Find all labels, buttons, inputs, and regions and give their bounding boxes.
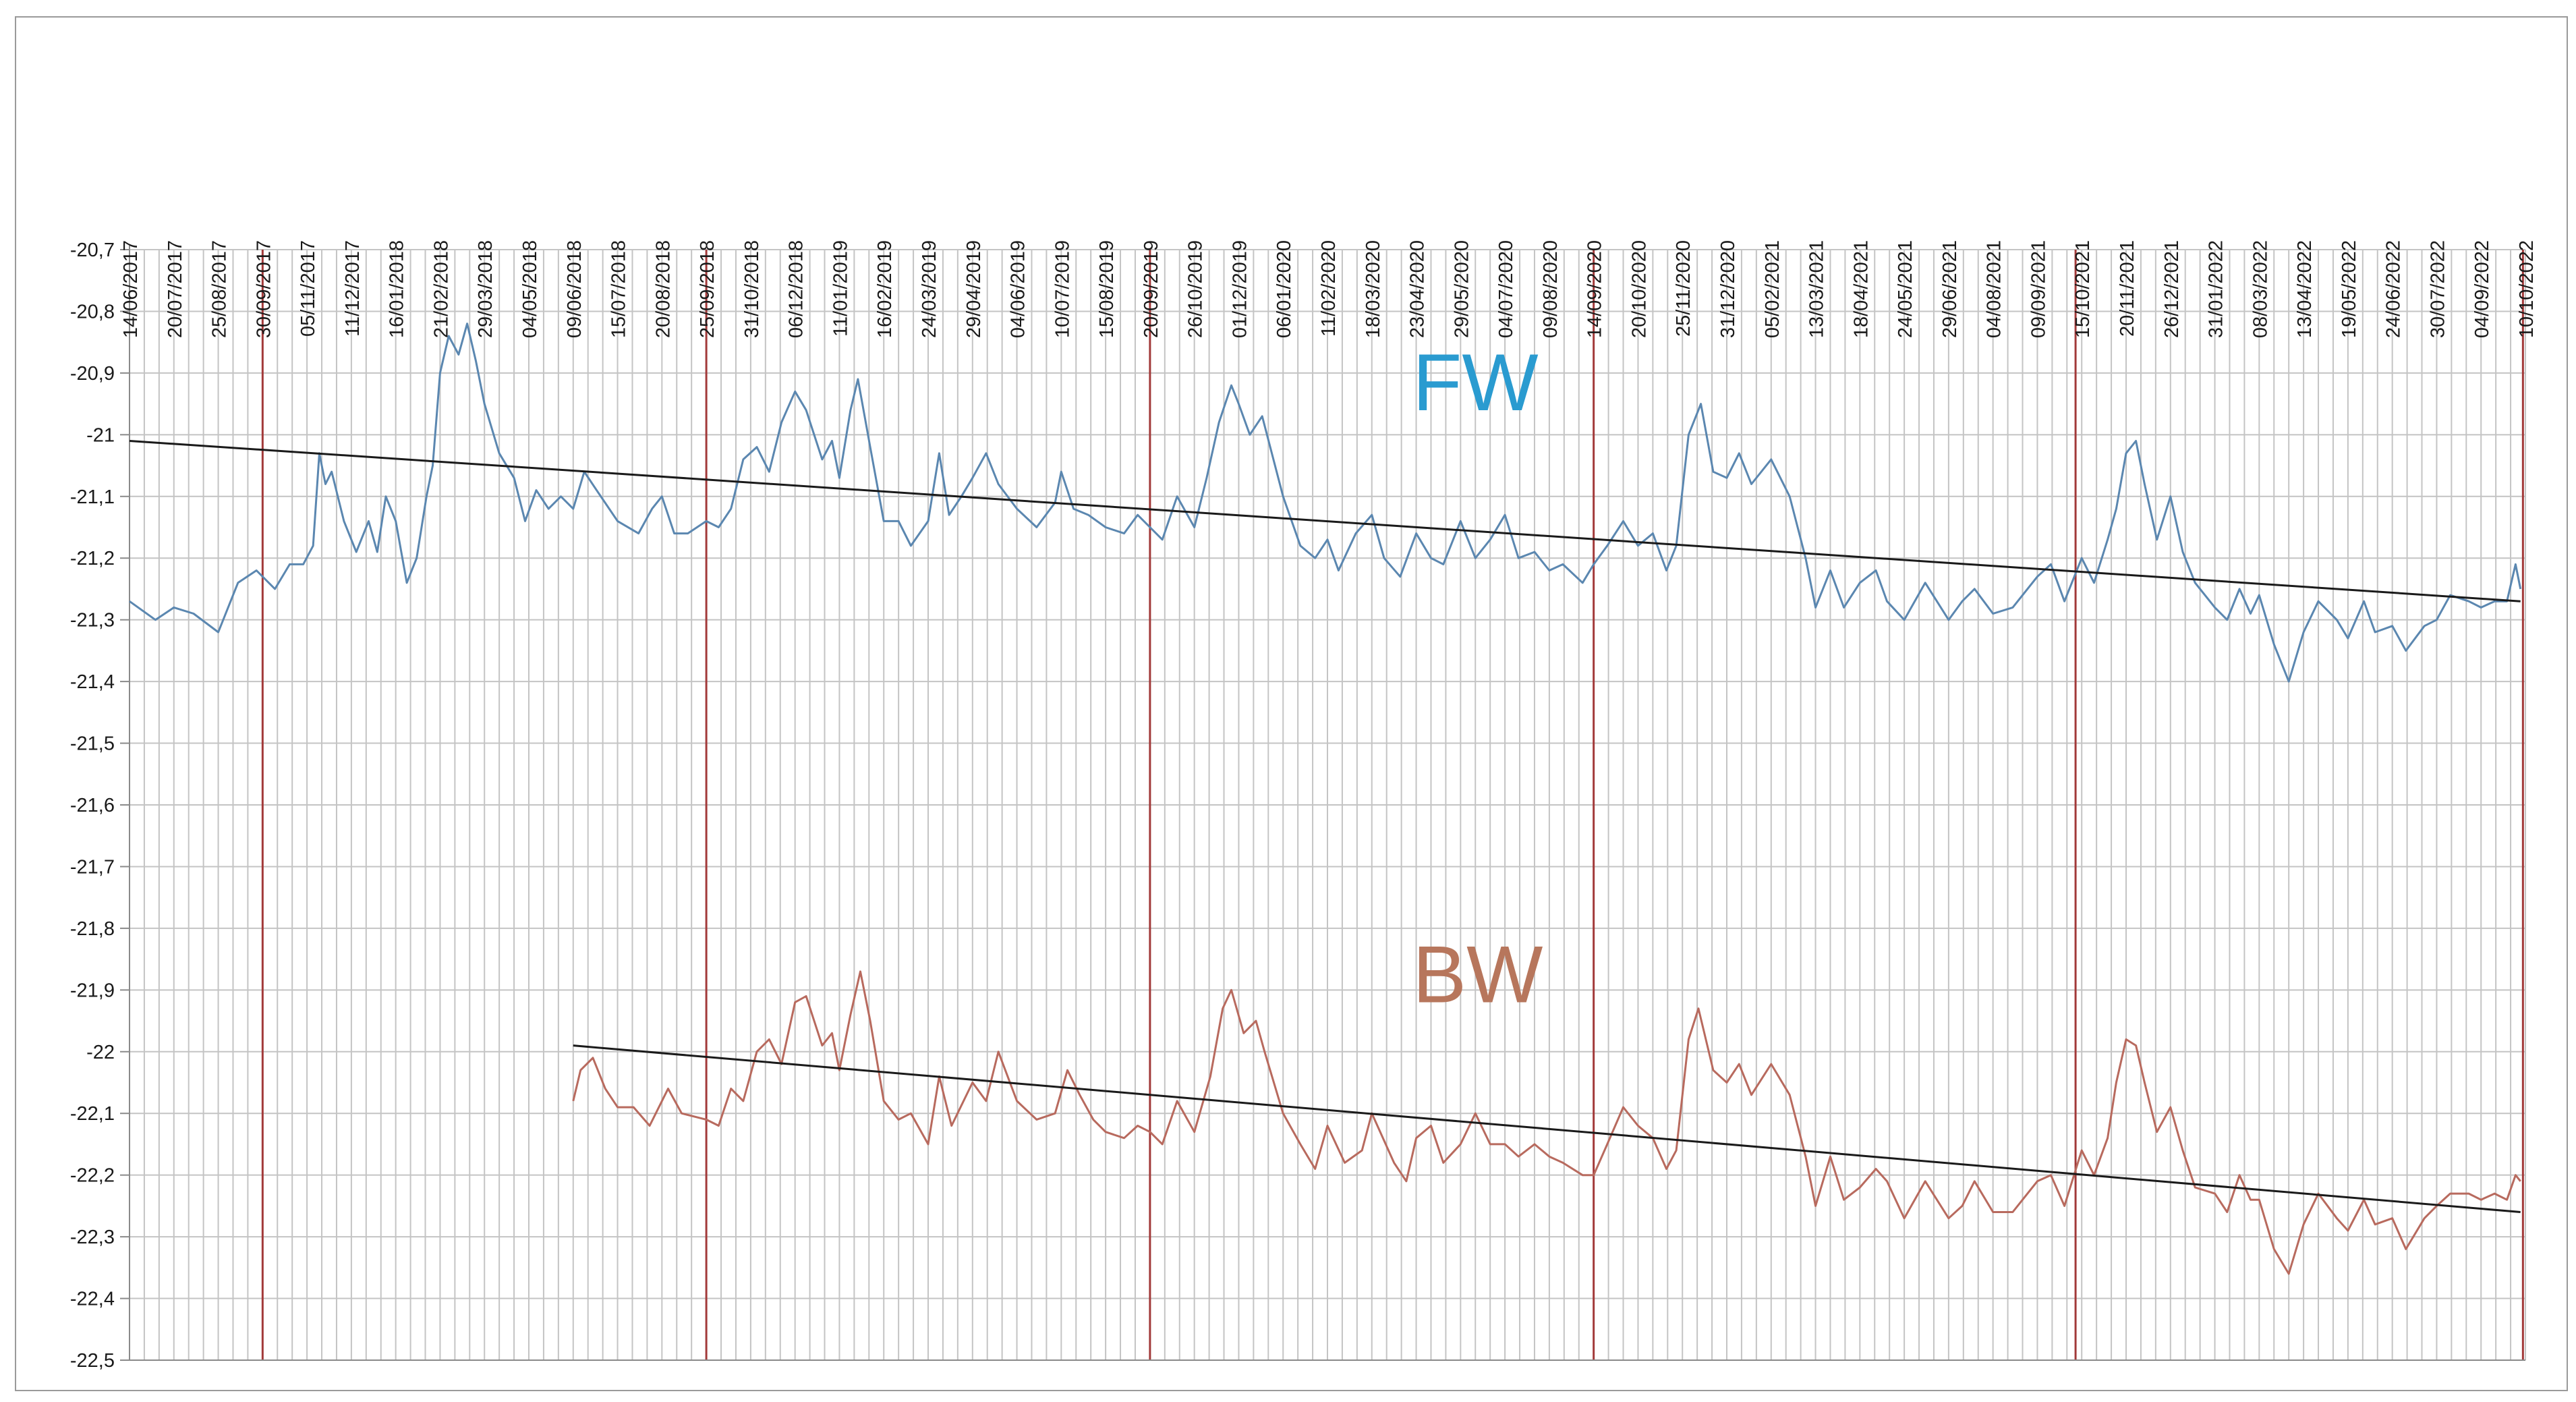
x-tick-label: 30/09/2017 — [253, 240, 275, 338]
x-tick-label: 30/07/2022 — [2427, 240, 2449, 338]
y-tick-label: -22 — [86, 1042, 115, 1063]
line-chart: 14/06/2017 20/07/2017 25/08/2017 30/09/2017… — [70, 240, 2538, 1372]
x-tick-label: 15/07/2018 — [608, 240, 630, 338]
x-tick-label: 21/02/2018 — [430, 240, 452, 338]
x-tick-label: 26/10/2019 — [1185, 240, 1207, 338]
x-tick-label: 13/04/2022 — [2294, 240, 2316, 338]
series-line-fw — [129, 323, 2522, 683]
trend-lines — [129, 439, 2521, 1214]
x-tick-label: 19/05/2022 — [2339, 240, 2360, 338]
y-tick-labels: -20,7 -20,8 -20,9 -21 -21,1 -21,2 -21,3 -21,4 -2… — [70, 240, 115, 1372]
y-tick-label: -22,4 — [70, 1289, 115, 1310]
y-tick-label: -22,2 — [70, 1165, 115, 1187]
x-tick-label: 11/01/2019 — [830, 240, 851, 337]
x-tick-label: 14/09/2020 — [1584, 240, 1606, 338]
x-tick-label: 04/09/2022 — [2471, 240, 2493, 338]
y-tick-label: -20,7 — [70, 240, 115, 261]
horizontal-gridlines — [120, 249, 2525, 1361]
x-tick-label: 05/11/2017 — [297, 240, 319, 337]
x-tick-label: 09/08/2020 — [1540, 240, 1562, 338]
x-tick-label: 05/02/2021 — [1762, 240, 1783, 338]
x-tick-label: 11/02/2020 — [1318, 240, 1340, 337]
x-tick-label: 09/06/2018 — [564, 240, 585, 338]
x-tick-label: 26/12/2021 — [2161, 240, 2183, 338]
y-tick-label: -21,6 — [70, 795, 115, 816]
x-tick-label: 10/07/2019 — [1052, 240, 1073, 338]
y-tick-label: -22,3 — [70, 1227, 115, 1248]
x-tick-label: 24/03/2019 — [919, 240, 940, 338]
y-tick-label: -21,4 — [70, 671, 115, 693]
x-tick-label: 31/01/2022 — [2206, 240, 2227, 338]
x-tick-label: 29/03/2018 — [475, 240, 496, 338]
x-tick-label: 04/08/2021 — [1984, 240, 2005, 338]
series-line-bw — [572, 970, 2521, 1275]
y-tick-label: -20,9 — [70, 363, 115, 385]
x-tick-label: 18/03/2020 — [1363, 240, 1384, 338]
x-tick-label: 20/09/2019 — [1141, 240, 1162, 338]
x-tick-label: 06/01/2020 — [1273, 240, 1295, 338]
x-tick-label: 15/08/2019 — [1096, 240, 1118, 338]
y-tick-label: -21,3 — [70, 610, 115, 632]
x-tick-label: 18/04/2021 — [1850, 240, 1872, 338]
series-label-fw: FW — [1412, 337, 1539, 428]
x-tick-label: 04/05/2018 — [519, 240, 541, 338]
x-tick-label: 15/10/2021 — [2072, 240, 2094, 338]
x-tick-label: 10/10/2022 — [2516, 240, 2538, 338]
x-tick-label: 25/11/2020 — [1673, 240, 1694, 337]
x-tick-label: 04/06/2019 — [1008, 240, 1029, 338]
y-tick-label: -21,5 — [70, 733, 115, 755]
trend-line-bw — [573, 1044, 2521, 1214]
x-tick-label: 29/06/2021 — [1939, 240, 1961, 338]
x-tick-label: 06/12/2018 — [786, 240, 807, 338]
x-tick-label: 16/02/2019 — [874, 240, 896, 338]
x-tick-label: 13/03/2021 — [1806, 240, 1828, 338]
y-tick-label: -22,5 — [70, 1350, 115, 1372]
x-tick-label: 25/09/2018 — [697, 240, 718, 338]
chart-frame: 14/06/2017 20/07/2017 25/08/2017 30/09/2017… — [15, 16, 2568, 1391]
x-tick-label: 20/07/2017 — [165, 240, 186, 338]
x-tick-label: 24/05/2021 — [1895, 240, 1916, 338]
x-tick-label: 29/04/2019 — [963, 240, 985, 338]
x-tick-label: 25/08/2017 — [209, 240, 231, 338]
y-tick-label: -21,9 — [70, 980, 115, 1001]
x-tick-label: 01/12/2019 — [1229, 240, 1251, 338]
x-tick-label: 29/05/2020 — [1451, 240, 1472, 338]
series-label-bw: BW — [1412, 930, 1543, 1020]
x-tick-label: 20/11/2021 — [2117, 240, 2138, 337]
series-lines — [129, 323, 2522, 1275]
x-tick-label: 04/07/2020 — [1495, 240, 1517, 338]
axes — [129, 246, 2525, 1361]
y-tick-label: -20,8 — [70, 301, 115, 323]
x-tick-label: 11/12/2017 — [342, 240, 364, 337]
trend-line-fw — [129, 439, 2521, 602]
x-tick-label: 31/12/2020 — [1717, 240, 1739, 338]
y-tick-label: -21,1 — [70, 486, 115, 508]
x-tick-label: 20/08/2018 — [652, 240, 674, 338]
x-tick-label: 09/09/2021 — [2028, 240, 2049, 338]
y-tick-label: -21 — [86, 424, 115, 446]
x-tick-label: 31/10/2018 — [741, 240, 763, 338]
x-tick-labels: 14/06/2017 20/07/2017 25/08/2017 30/09/2017… — [120, 240, 2538, 338]
y-tick-label: -21,8 — [70, 918, 115, 940]
y-tick-label: -21,2 — [70, 548, 115, 569]
y-tick-label: -22,1 — [70, 1103, 115, 1125]
x-tick-label: 08/03/2022 — [2250, 240, 2271, 338]
x-tick-label: 20/10/2020 — [1628, 240, 1650, 338]
x-tick-label: 16/01/2018 — [387, 240, 408, 338]
y-tick-label: -21,7 — [70, 856, 115, 878]
series-labels: FW BW — [1412, 337, 1543, 1020]
x-tick-label: 14/06/2017 — [120, 240, 142, 338]
x-tick-label: 24/06/2022 — [2383, 240, 2405, 338]
x-tick-label: 23/04/2020 — [1407, 240, 1429, 338]
